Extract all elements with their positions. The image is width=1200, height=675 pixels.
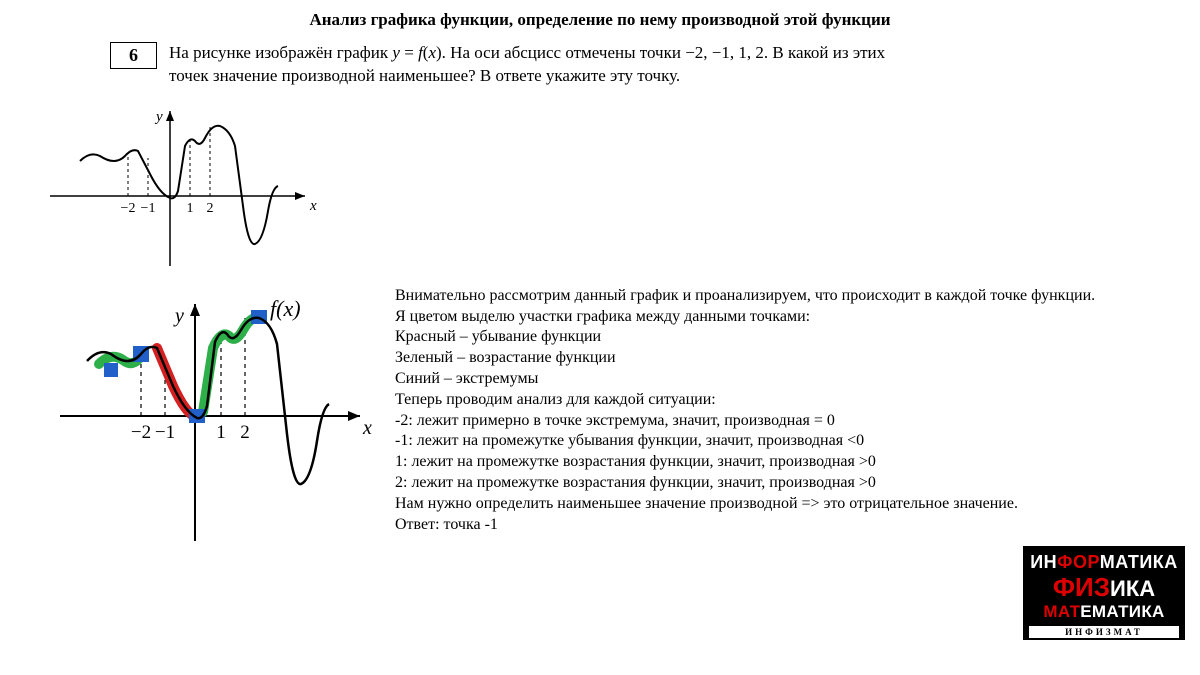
svg-text:y: y xyxy=(154,109,163,125)
svg-text:−2: −2 xyxy=(131,422,151,443)
solution-line: Нам нужно определить наименьшее значение… xyxy=(395,494,1095,515)
solution-line: Синий – экстремумы xyxy=(395,369,1095,390)
svg-text:y: y xyxy=(173,305,184,327)
svg-text:2: 2 xyxy=(240,422,250,443)
logo-l1-post: МАТИКА xyxy=(1100,552,1178,572)
solution-line: Ответ: точка -1 xyxy=(395,515,1095,536)
top-graph: −2 −1 12 x y xyxy=(20,96,1180,276)
solution-line: Красный – убывание функции xyxy=(395,327,1095,348)
logo-l3-mid: МАТ xyxy=(1043,602,1080,621)
svg-text:−2: −2 xyxy=(121,201,136,216)
solution-text: Внимательно рассмотрим данный график и п… xyxy=(395,286,1095,536)
logo-sub: ИНФИЗМАТ xyxy=(1029,626,1179,638)
logo-l3-post: ЕМАТИКА xyxy=(1080,602,1164,621)
svg-text:1: 1 xyxy=(216,422,226,443)
colored-graph: −2−1 12 x y f(x) xyxy=(45,286,375,551)
page-title: Анализ графика функции, определение по н… xyxy=(20,10,1180,30)
svg-text:1: 1 xyxy=(187,201,194,216)
solution-line: 1: лежит на промежутке возрастания функц… xyxy=(395,452,1095,473)
svg-text:x: x xyxy=(362,417,372,439)
logo-l2-mid: ФИЗ xyxy=(1053,572,1110,602)
solution-line: 2: лежит на промежутке возрастания функц… xyxy=(395,473,1095,494)
svg-text:x: x xyxy=(309,198,317,214)
solution-line: Теперь проводим анализ для каждой ситуац… xyxy=(395,390,1095,411)
svg-text:−1: −1 xyxy=(155,422,175,443)
solution-line: -2: лежит примерно в точке экстремума, з… xyxy=(395,411,1095,432)
logo-l1-mid: ФОР xyxy=(1057,552,1100,572)
problem-text: На рисунке изображён график y = f(x). На… xyxy=(169,42,929,88)
problem-number: 6 xyxy=(110,42,157,69)
solution-line: Зеленый – возрастание функции xyxy=(395,348,1095,369)
logo-l1-pre: ИН xyxy=(1030,552,1057,572)
svg-text:f(x): f(x) xyxy=(270,296,301,321)
solution-line: Я цветом выделю участки графика между да… xyxy=(395,307,1095,328)
svg-text:−1: −1 xyxy=(141,201,156,216)
solution-line: Внимательно рассмотрим данный график и п… xyxy=(395,286,1095,307)
logo-l2-post: ИКА xyxy=(1110,576,1155,601)
svg-text:2: 2 xyxy=(207,201,214,216)
solution-line: -1: лежит на промежутке убывания функции… xyxy=(395,431,1095,452)
infizmat-logo: ИНФОРМАТИКА ФИЗИКА МАТЕМАТИКА ИНФИЗМАТ xyxy=(1023,546,1185,640)
problem-block: 6 На рисунке изображён график y = f(x). … xyxy=(20,42,1180,88)
